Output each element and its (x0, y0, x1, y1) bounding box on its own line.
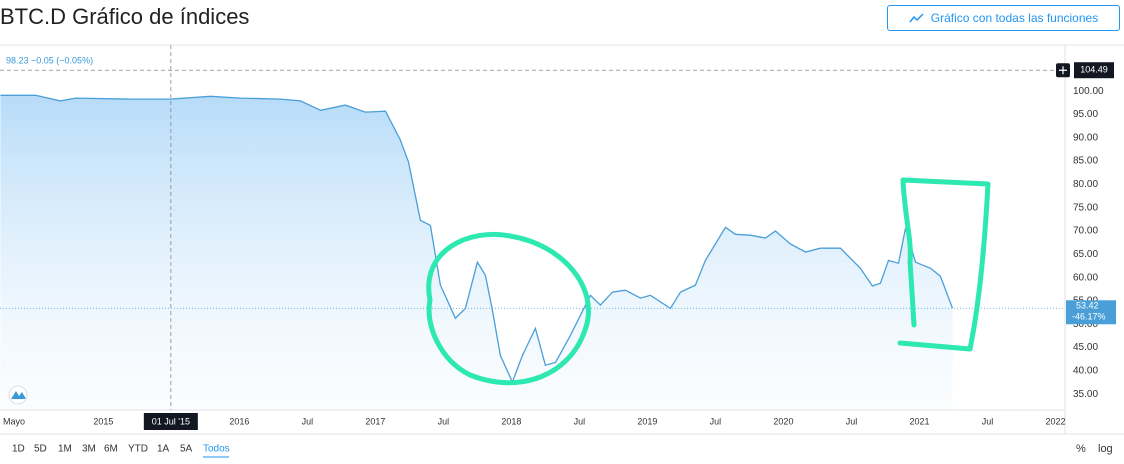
range-button[interactable]: 5A (180, 444, 193, 455)
y-tick-label: 50.00 (1073, 319, 1098, 330)
x-tick-label: Jul (846, 416, 858, 426)
legend-text: 98.23 −0.05 (−0.05%) (6, 55, 93, 65)
x-tick-label: 2017 (365, 416, 385, 426)
change-label: -46.17% (1072, 312, 1106, 322)
range-button[interactable]: 1A (157, 444, 170, 455)
x-tick-label: Jul (438, 416, 450, 426)
chart-title: BTC.D Gráfico de índices (0, 4, 250, 29)
range-button[interactable]: 1M (58, 444, 72, 455)
last-price-label: 53.42 (1076, 301, 1099, 311)
x-tick-label: Mayo (3, 416, 25, 426)
annotation (426, 177, 991, 386)
x-tick-label: Jul (574, 416, 586, 426)
x-tick-label: Jul (710, 416, 722, 426)
rect-annotation (897, 177, 991, 352)
y-tick-label: 70.00 (1073, 226, 1098, 237)
range-button[interactable]: 6M (104, 444, 118, 455)
x-tick-label: 2020 (773, 416, 793, 426)
y-tick-label: 100.00 (1073, 86, 1104, 97)
percent-toggle[interactable]: % (1076, 443, 1086, 455)
y-tick-label: 35.00 (1073, 389, 1098, 400)
logo-mark (11, 391, 26, 399)
y-tick-label: 85.00 (1073, 156, 1098, 167)
x-tick-label: 2021 (909, 416, 929, 426)
x-tick-label: Jul (982, 416, 994, 426)
area-fill (0, 95, 953, 411)
plot: 35.0040.0045.0050.0055.0060.0065.0070.00… (0, 45, 1116, 430)
crosshair-x-label: 01 Jul '15 (152, 416, 190, 426)
x-tick-label: 2016 (229, 416, 249, 426)
add-icon (1059, 66, 1067, 75)
y-tick-label: 45.00 (1073, 342, 1098, 353)
y-tick-label: 75.00 (1073, 202, 1098, 213)
toolbar: 1D 5D 1M 3M 6M YTD 1A 5A Todos% log (12, 443, 1113, 458)
full-chart-button[interactable]: Gráfico con todas las funciones (887, 5, 1120, 31)
range-button[interactable]: 3M (82, 444, 96, 455)
x-tick-label: Jul (302, 416, 314, 426)
y-tick-label: 90.00 (1073, 132, 1098, 143)
last-price-box (1066, 300, 1116, 325)
y-tick-label: 40.00 (1073, 365, 1098, 376)
y-tick-label: 95.00 (1073, 109, 1098, 120)
range-button[interactable]: YTD (128, 444, 148, 455)
range-button[interactable]: Todos (203, 444, 230, 455)
log-toggle[interactable]: log (1098, 443, 1113, 455)
y-tick-label: 60.00 (1073, 272, 1098, 283)
y-tick-label: 65.00 (1073, 249, 1098, 260)
range-button[interactable]: 5D (34, 444, 47, 455)
range-button[interactable]: 1D (12, 444, 25, 455)
x-tick-label: 2015 (93, 416, 113, 426)
crosshair-y-box (1074, 62, 1114, 79)
x-tick-label: 2019 (637, 416, 657, 426)
series-line (0, 94, 954, 384)
x-tick-label: 2018 (501, 416, 521, 426)
chart-icon (909, 13, 924, 23)
y-tick-label: 80.00 (1073, 179, 1098, 190)
circle-annotation (426, 231, 591, 386)
crosshair-y-label: 104.49 (1080, 65, 1108, 75)
crosshair-x-box (143, 413, 198, 430)
x-tick-label: 2022 (1045, 416, 1065, 426)
button-label: Gráfico con todas las funciones (930, 11, 1099, 25)
